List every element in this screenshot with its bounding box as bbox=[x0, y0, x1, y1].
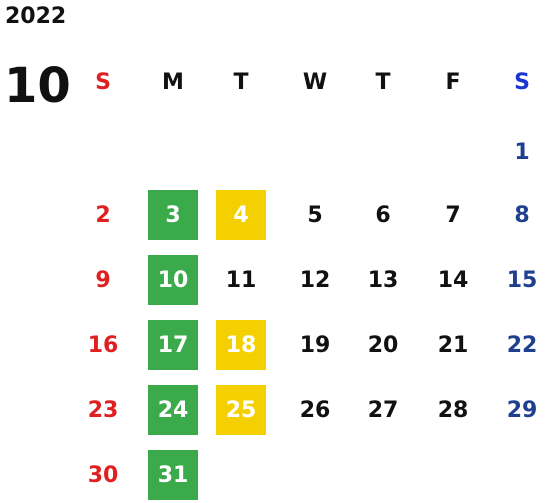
calendar-day-16[interactable]: 16 bbox=[87, 332, 119, 358]
calendar-day-13[interactable]: 13 bbox=[367, 267, 399, 293]
calendar-day-20[interactable]: 20 bbox=[367, 332, 399, 358]
calendar-day-24[interactable]: 24 bbox=[148, 385, 198, 435]
year-label: 2022 bbox=[5, 4, 67, 29]
calendar-day-12[interactable]: 12 bbox=[299, 267, 331, 293]
calendar-day-15[interactable]: 15 bbox=[506, 267, 538, 293]
calendar-day-31[interactable]: 31 bbox=[148, 450, 198, 500]
calendar-day-10[interactable]: 10 bbox=[148, 255, 198, 305]
weekday-header-thu: T bbox=[375, 69, 391, 95]
calendar-day-9[interactable]: 9 bbox=[95, 267, 111, 293]
weekday-header-mon: M bbox=[162, 69, 184, 95]
calendar-day-26[interactable]: 26 bbox=[299, 397, 331, 423]
calendar-day-11[interactable]: 11 bbox=[225, 267, 257, 293]
calendar-day-3[interactable]: 3 bbox=[148, 190, 198, 240]
calendar-day-19[interactable]: 19 bbox=[299, 332, 331, 358]
weekday-header-tue: T bbox=[233, 69, 249, 95]
weekday-header-sun: S bbox=[95, 69, 111, 95]
weekday-header-wed: W bbox=[302, 69, 328, 95]
weekday-header-sat: S bbox=[514, 69, 530, 95]
calendar-day-17[interactable]: 17 bbox=[148, 320, 198, 370]
calendar-day-2[interactable]: 2 bbox=[95, 202, 111, 228]
calendar-day-22[interactable]: 22 bbox=[506, 332, 538, 358]
calendar-day-8[interactable]: 8 bbox=[514, 202, 530, 228]
calendar-day-6[interactable]: 6 bbox=[375, 202, 391, 228]
calendar-day-28[interactable]: 28 bbox=[437, 397, 469, 423]
calendar-day-14[interactable]: 14 bbox=[437, 267, 469, 293]
calendar-day-1[interactable]: 1 bbox=[514, 139, 530, 165]
calendar-day-23[interactable]: 23 bbox=[87, 397, 119, 423]
calendar-day-7[interactable]: 7 bbox=[445, 202, 461, 228]
calendar-day-27[interactable]: 27 bbox=[367, 397, 399, 423]
calendar-day-21[interactable]: 21 bbox=[437, 332, 469, 358]
weekday-header-fri: F bbox=[445, 69, 461, 95]
calendar-day-30[interactable]: 30 bbox=[87, 462, 119, 488]
calendar-day-4[interactable]: 4 bbox=[216, 190, 266, 240]
month-number: 10 bbox=[4, 58, 71, 114]
calendar-day-25[interactable]: 25 bbox=[216, 385, 266, 435]
calendar-day-18[interactable]: 18 bbox=[216, 320, 266, 370]
calendar-day-5[interactable]: 5 bbox=[307, 202, 323, 228]
calendar-day-29[interactable]: 29 bbox=[506, 397, 538, 423]
